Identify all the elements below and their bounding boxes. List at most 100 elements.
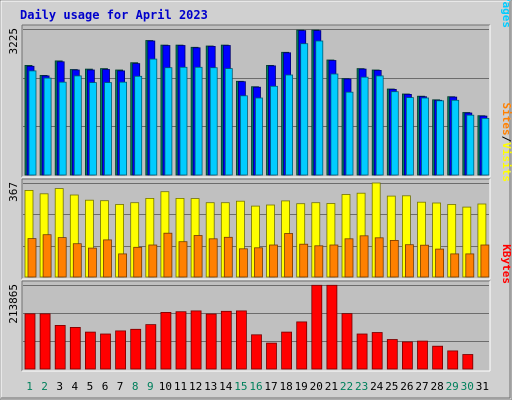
- x-axis-day-label: 14: [219, 380, 233, 393]
- bar-sites-day-22: [344, 238, 354, 278]
- bar-pages-day-20: [315, 40, 324, 176]
- bar-sites-day-11: [178, 241, 188, 278]
- panel-3: 213865 KBytes: [7, 244, 512, 372]
- x-axis-day-label: 13: [204, 380, 217, 393]
- bar-kbytes-day-4: [69, 326, 81, 370]
- bar-pages-day-30: [466, 114, 475, 176]
- bar-pages-day-12: [194, 66, 203, 176]
- bar-pages-day-21: [330, 73, 339, 176]
- chart-title: Daily usage for April 2023: [20, 8, 208, 22]
- bar-pages-day-31: [481, 118, 490, 176]
- bar-kbytes-day-9: [145, 324, 157, 370]
- bar-sites-day-1: [27, 238, 37, 278]
- bar-pages-day-22: [345, 91, 354, 176]
- x-axis-day-label: 19: [295, 380, 308, 393]
- bar-sites-day-26: [404, 244, 414, 278]
- x-axis-day-label: 1: [26, 380, 33, 393]
- x-axis-day-label: 12: [189, 380, 202, 393]
- bar-sites-day-27: [420, 244, 429, 278]
- bar-kbytes-day-29: [447, 350, 459, 370]
- bar-kbytes-day-2: [39, 313, 51, 370]
- bar-kbytes-day-3: [54, 324, 66, 370]
- bar-sites-day-14: [223, 236, 233, 278]
- x-axis-day-label: 17: [264, 380, 277, 393]
- x-axis-day-label: 30: [461, 380, 474, 393]
- bar-kbytes-day-24: [371, 332, 383, 370]
- bar-pages-day-11: [179, 66, 188, 176]
- x-axis-day-label: 9: [147, 380, 154, 393]
- panel-2: 367 Sites/Visits: [7, 103, 512, 280]
- bar-sites-day-16: [254, 247, 263, 278]
- bar-sites-day-28: [435, 248, 445, 278]
- x-axis-day-label: 5: [87, 380, 94, 393]
- bar-pages-day-17: [270, 85, 278, 176]
- x-axis-day-label: 29: [446, 380, 459, 393]
- x-axis-day-label: 20: [310, 380, 323, 393]
- legend-panel-1: Hits/Files/Pages: [500, 0, 512, 28]
- bar-pages-day-7: [119, 81, 127, 176]
- bar-kbytes-day-18: [281, 331, 293, 370]
- x-axis-day-label: 26: [400, 380, 413, 393]
- x-axis-day-label: 7: [117, 380, 124, 393]
- bar-pages-day-16: [255, 97, 263, 176]
- bar-sites-day-24: [374, 237, 384, 278]
- bar-kbytes-day-30: [462, 354, 474, 370]
- bar-pages-day-9: [149, 58, 158, 176]
- bar-sites-day-18: [284, 233, 294, 278]
- bar-pages-day-3: [58, 81, 67, 176]
- bar-sites-day-9: [148, 244, 158, 278]
- bar-sites-day-2: [42, 234, 52, 278]
- bar-pages-day-6: [104, 82, 112, 176]
- bar-pages-day-23: [360, 76, 369, 176]
- bar-pages-day-28: [436, 100, 445, 176]
- bar-pages-day-25: [390, 91, 399, 176]
- bar-pages-day-8: [134, 75, 143, 176]
- bar-kbytes-day-11: [175, 311, 187, 370]
- x-axis-day-label: 25: [385, 380, 398, 393]
- x-axis-day-label: 3: [56, 380, 63, 393]
- x-axis-day-label: 23: [355, 380, 368, 393]
- bar-kbytes-day-1: [24, 313, 36, 370]
- y-axis-max-label: 3225: [7, 28, 20, 55]
- bar-sites-day-19: [299, 243, 309, 278]
- bar-kbytes-day-26: [401, 341, 413, 370]
- bar-pages-day-15: [239, 95, 248, 176]
- bar-kbytes-day-13: [205, 313, 217, 370]
- x-axis-day-label: 31: [476, 380, 489, 393]
- x-axis-day-label: 28: [430, 380, 443, 393]
- legend-sites: Sites: [500, 103, 512, 136]
- bar-pages-day-4: [73, 75, 82, 176]
- bar-pages-day-14: [224, 68, 233, 176]
- x-axis-day-label: 22: [340, 380, 353, 393]
- bar-sites-day-5: [88, 247, 97, 278]
- x-axis-day-label: 21: [325, 380, 338, 393]
- bar-pages-day-26: [405, 97, 414, 176]
- bar-kbytes-day-5: [85, 331, 96, 370]
- x-axis-day-label: 6: [102, 380, 109, 393]
- bar-kbytes-day-21: [326, 284, 338, 370]
- bar-kbytes-day-10: [160, 311, 172, 370]
- bar-kbytes-day-23: [356, 333, 368, 370]
- bar-sites-day-10: [163, 232, 173, 278]
- bar-sites-day-20: [314, 245, 324, 278]
- legend-visits: Visits: [500, 142, 512, 182]
- x-axis-day-label: 27: [415, 380, 428, 393]
- legend-kbytes: KBytes: [500, 244, 512, 284]
- x-axis-day-label: 2: [41, 380, 48, 393]
- x-axis-day-label: 8: [132, 380, 139, 393]
- x-axis-day-label: 16: [249, 380, 262, 393]
- bar-kbytes-day-12: [190, 310, 202, 370]
- bar-kbytes-day-8: [130, 328, 142, 370]
- bar-kbytes-day-6: [100, 333, 111, 370]
- bar-pages-day-18: [285, 74, 294, 176]
- y-axis-max-label: 367: [7, 182, 20, 202]
- legend-panel-2: Sites/Visits: [500, 103, 512, 183]
- legend-pages: Pages: [500, 0, 512, 28]
- bar-sites-day-3: [57, 237, 67, 278]
- bar-kbytes-day-16: [251, 334, 262, 370]
- bar-pages-day-5: [89, 82, 97, 176]
- bar-sites-day-21: [329, 244, 339, 278]
- legend-panel-3: KBytes: [500, 244, 512, 284]
- bar-pages-day-13: [209, 67, 218, 176]
